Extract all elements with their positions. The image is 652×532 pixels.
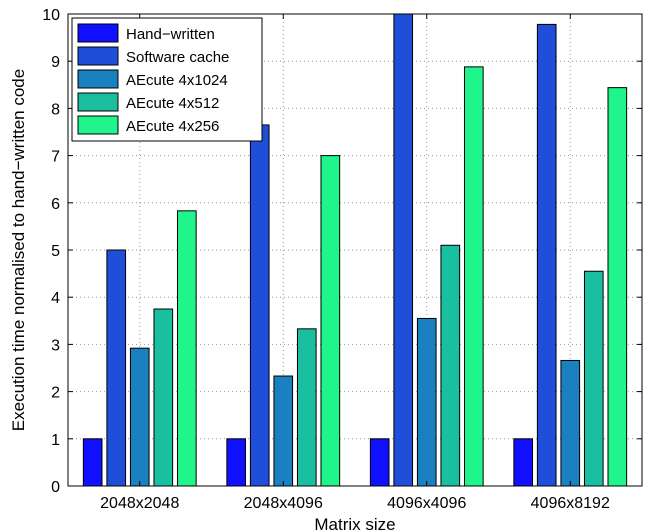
y-tick-label: 8 (51, 101, 60, 118)
bar-3-4 (560, 359, 581, 487)
bar-4-1 (153, 308, 174, 487)
y-tick-label: 2 (51, 385, 60, 402)
bar-2-2 (249, 124, 270, 487)
y-tick-label: 5 (51, 243, 60, 260)
bar-3-2 (273, 375, 294, 487)
x-tick-label: 2048x4096 (244, 495, 323, 512)
legend: Hand−written Software cache AEcute 4x1024 A… (71, 17, 263, 142)
bar-5-3 (463, 66, 484, 487)
legend-swatch (77, 92, 119, 112)
legend-label: AEcute 4x512 (126, 95, 219, 112)
x-tick-label: 4096x4096 (387, 495, 466, 512)
y-tick-label: 1 (51, 432, 60, 449)
y-tick-label: 10 (42, 7, 60, 24)
bar-2-1 (106, 249, 127, 487)
x-tick-label: 4096x8192 (531, 495, 610, 512)
bar-1-2 (226, 438, 247, 487)
bar-5-4 (607, 87, 628, 487)
y-tick-label: 3 (51, 337, 60, 354)
bar-2-4 (536, 23, 557, 487)
x-axis-label: Matrix size (314, 515, 395, 532)
bar-4-3 (440, 244, 461, 487)
x-tick-label: 2048x2048 (100, 495, 179, 512)
bar-3-1 (129, 347, 150, 487)
y-tick-label: 7 (51, 149, 60, 166)
bar-5-2 (320, 155, 341, 487)
bar-1-3 (369, 438, 390, 487)
y-tick-label: 4 (51, 290, 60, 307)
y-axis-label: Execution time normalised to hand−writte… (9, 69, 28, 431)
legend-swatch (77, 69, 119, 89)
legend-label: Hand−written (126, 26, 215, 43)
grid-layer (68, 14, 642, 486)
y-tick-label: 6 (51, 196, 60, 213)
bar-4-4 (583, 270, 604, 487)
legend-label: AEcute 4x1024 (126, 72, 228, 89)
bar-1-1 (82, 438, 103, 487)
y-tick-label: 0 (51, 479, 60, 496)
y-tick-label: 9 (51, 54, 60, 71)
legend-label: Software cache (126, 49, 229, 66)
bar-2-3 (393, 13, 414, 487)
legend-swatch (77, 115, 119, 135)
ticks-layer: 0 1 2 3 4 5 6 7 8 9 10 2048x2048 2048x4096 4096x4096 4… (42, 7, 642, 512)
legend-label: AEcute 4x256 (126, 118, 219, 135)
legend-swatch (77, 46, 119, 66)
bar-3-3 (416, 317, 437, 487)
bar-5-1 (176, 210, 197, 487)
bar-4-2 (296, 328, 317, 487)
bars-layer (82, 13, 628, 487)
bar-1-4 (513, 438, 534, 487)
legend-swatch (77, 23, 119, 43)
